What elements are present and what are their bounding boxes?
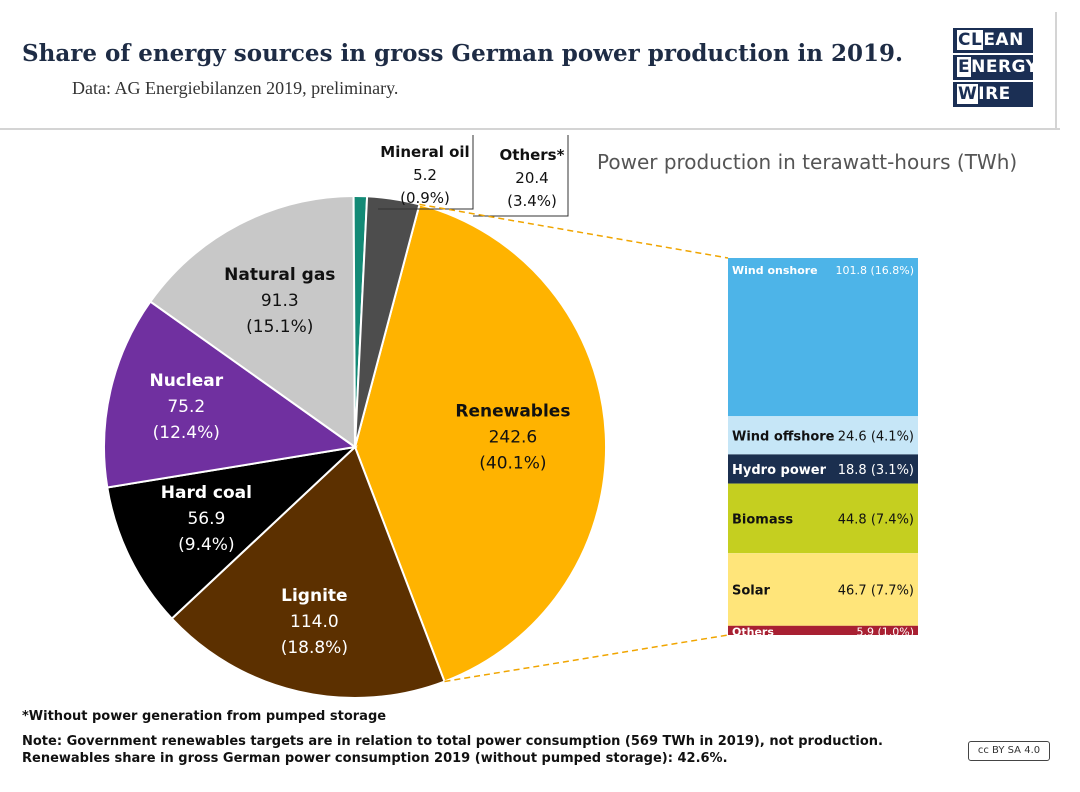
bar-segment-wind-onshore — [728, 258, 918, 417]
pie-label-natural-gas-line-3: (15.1%) — [246, 317, 313, 337]
chart-title: Share of energy sources in gross German … — [22, 40, 904, 67]
pie-slice-natural-gas — [149, 194, 357, 449]
pie-label-others-line-3: (3.4%) — [507, 192, 557, 210]
pie-label-nuclear-line-1: Nuclear — [149, 371, 223, 391]
pie-label-mineral-oil-line-3: (0.9%) — [400, 189, 450, 207]
bar-value-solar: 46.7 (7.7%) — [838, 584, 914, 599]
logo-line-3: WIRE — [953, 82, 1033, 107]
bar-value-wind-onshore: 101.8 (16.8%) — [835, 264, 914, 277]
bar-label-wind-onshore: Wind onshore — [732, 264, 818, 277]
connector-bottom — [444, 634, 729, 683]
pie-label-renewables-line-2: 242.6 — [489, 428, 538, 448]
pie-slice-nuclear — [103, 300, 358, 489]
pie-label-nuclear-line-3: (12.4%) — [153, 423, 220, 443]
leader-line-others — [473, 135, 569, 217]
pie-label-lignite-line-3: (18.8%) — [281, 638, 348, 658]
bar-segment-hydro-power — [728, 454, 918, 484]
bar-segment-others — [728, 625, 918, 635]
bar-label-wind-offshore: Wind offshore — [732, 429, 835, 444]
pie-label-hard-coal-line-3: (9.4%) — [178, 535, 234, 555]
pie-slice-renewables — [353, 203, 608, 683]
pie-label-others-line-2: 20.4 — [515, 169, 548, 187]
pie-label-renewables-line-1: Renewables — [455, 402, 570, 422]
pie-label-natural-gas-line-2: 91.3 — [261, 291, 299, 311]
logo-line-1: CLEAN — [953, 28, 1033, 53]
pie-label-hard-coal-line-2: 56.9 — [187, 509, 225, 529]
bar-value-wind-offshore: 24.6 (4.1%) — [838, 429, 914, 444]
pie-label-others-line-1: Others* — [500, 146, 565, 164]
pie-label-natural-gas-line-1: Natural gas — [224, 265, 335, 285]
pie-label-renewables-line-3: (40.1%) — [479, 454, 546, 474]
connector-top — [419, 203, 729, 259]
pie-label-mineral-oil-line-1: Mineral oil — [380, 143, 469, 161]
pie-slice-lignite — [170, 445, 446, 700]
pie-label-mineral-oil-line-2: 5.2 — [413, 166, 437, 184]
bar-label-hydro-power: Hydro power — [732, 463, 827, 478]
logo-line-2: ENERGY — [953, 55, 1038, 80]
footnote-renewables-share: Renewables share in gross German power c… — [22, 751, 728, 766]
bar-label-solar: Solar — [732, 584, 771, 599]
cc-license-badge: cc BY SA 4.0 — [968, 741, 1050, 761]
bar-segment-wind-offshore — [728, 416, 918, 455]
leader-line-mineral-oil — [378, 135, 474, 210]
pie-slice-hard-coal — [106, 445, 359, 621]
bar-segment-solar — [728, 553, 918, 626]
data-source: Data: AG Energiebilanzen 2019, prelimina… — [72, 78, 399, 98]
bar-label-others: Others — [732, 625, 774, 638]
footnote-asterisk: *Without power generation from pumped st… — [22, 709, 387, 724]
footnote-note: Note: Government renewables targets are … — [22, 734, 883, 749]
pie-slice-others — [354, 195, 421, 448]
pie-label-hard-coal-line-1: Hard coal — [161, 483, 252, 503]
bar-value-others: 5.9 (1.0%) — [856, 625, 914, 638]
bar-value-biomass: 44.8 (7.4%) — [838, 513, 914, 528]
bar-segment-biomass — [728, 483, 918, 554]
bar-label-biomass: Biomass — [732, 513, 793, 528]
pie-label-nuclear-line-2: 75.2 — [167, 397, 205, 417]
pie-label-lignite-line-1: Lignite — [281, 586, 347, 606]
header: Share of energy sources in gross German … — [0, 0, 1060, 130]
clean-energy-wire-logo: CLEAN ENERGY WIRE — [953, 28, 1038, 109]
pie-chart-title: Power production in terawatt-hours (TWh) — [597, 150, 1017, 174]
header-divider — [1055, 12, 1057, 128]
pie-label-lignite-line-2: 114.0 — [290, 612, 339, 632]
bar-value-hydro-power: 18.8 (3.1%) — [838, 463, 914, 478]
